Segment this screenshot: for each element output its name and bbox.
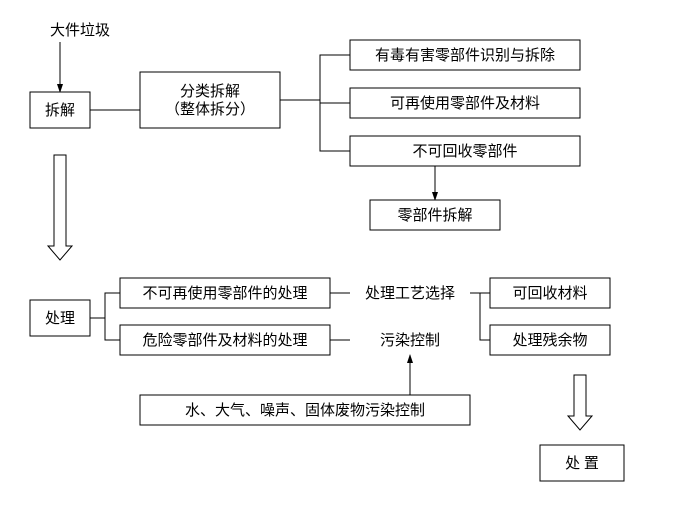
hollow-arrow <box>48 155 72 260</box>
label-recyclable: 可回收材料 <box>512 285 587 302</box>
label-title: 大件垃圾 <box>50 22 110 39</box>
edge-process-hazard_p <box>90 318 120 340</box>
label-comp_dis: 零部件拆解 <box>397 207 472 224</box>
label-pollution_src: 水、大气、噪声、固体废物污染控制 <box>185 401 425 419</box>
label-dispose: 处 置 <box>565 455 599 472</box>
label-pollute_ctl: 污染控制 <box>380 332 440 349</box>
label2-classify: （整体拆分） <box>165 101 255 118</box>
node-classify <box>140 72 280 128</box>
hollow-arrow <box>568 375 592 430</box>
label-residue: 处理残余物 <box>512 331 587 349</box>
edge-classify-toxic <box>280 55 350 100</box>
edge-classify-nonrecycle <box>280 100 350 151</box>
label-dismantle: 拆解 <box>45 102 75 119</box>
edge-tech_sel-residue <box>470 293 490 340</box>
label-hazard_p: 危险零部件及材料的处理 <box>142 332 307 349</box>
label-nonreuse_p: 不可再使用零部件的处理 <box>142 285 307 302</box>
flowchart-canvas: 大件垃圾拆解分类拆解（整体拆分）有毒有害零部件识别与拆除可再使用零部件及材料不可… <box>0 0 691 517</box>
edge-process-nonreuse_p <box>90 293 120 318</box>
label-tech_sel: 处理工艺选择 <box>365 285 455 302</box>
label-reusable: 可再使用零部件及材料 <box>390 95 540 112</box>
label-process: 处理 <box>45 310 75 327</box>
label-nonrecycle: 不可回收零部件 <box>412 143 517 160</box>
label-toxic: 有毒有害零部件识别与拆除 <box>375 47 555 64</box>
label-classify: 分类拆解 <box>180 83 240 100</box>
